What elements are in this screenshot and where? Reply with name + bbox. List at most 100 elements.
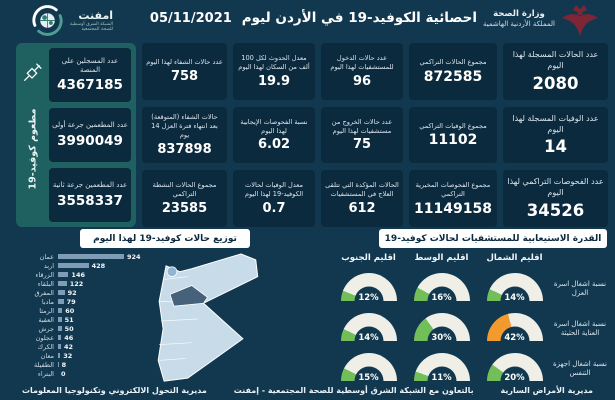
stat-card: معدل الحدوث لكل 100 ألف من السكان لهذا ا… (233, 43, 315, 100)
vaccine-card-label: عدد المطعمين جرعة ثانية (52, 181, 128, 190)
emphnet-sub1: الشبكة الشرق أوسطية (70, 21, 114, 27)
ministry-line1: وزارة الصحة (493, 9, 545, 19)
gauge-cell: 42% (478, 310, 551, 348)
bar-row: الزرقاء 146 (10, 270, 160, 279)
bar-category-label: الرمثا (39, 306, 54, 315)
gauge-cell: 16% (405, 270, 478, 308)
bar-value: 79 (66, 297, 76, 306)
stat-column-rates: معدل الحدوث لكل 100 ألف من السكان لهذا ا… (233, 43, 315, 228)
stat-card-label: عدد الوفيات المسجلة لهذا اليوم (512, 113, 599, 134)
bar-row: الرمثا 60 (10, 306, 160, 315)
bar (58, 262, 89, 269)
emphnet-wordmark: امفنت الشبكة الشرق أوسطية للصحة المجتمعي… (70, 9, 113, 33)
vaccine-side-label: مطعوم كوفيد-19 (27, 108, 39, 190)
bar-category-label: اربد (43, 261, 54, 270)
bar-value: 428 (91, 261, 106, 270)
stat-card-value: 14 (544, 137, 567, 157)
stat-card-label: نسبة الفحوصات الإيجابية لهذا اليوم (240, 117, 308, 135)
stat-card-label: عدد حالات الخروج من مستشفيات لهذا اليوم (331, 117, 393, 135)
governorate-bar-chart: عمان 924 اربد 428 الزرقاء 146 البلقاء 122 المفرق… (10, 252, 160, 378)
bar-value: 50 (64, 324, 74, 333)
gauge: 14% (486, 273, 543, 304)
stat-card-value: 23585 (161, 201, 208, 217)
gauge: 15% (340, 353, 397, 384)
gauge-percent-label: 12% (358, 293, 379, 303)
vaccine-card-value: 3990049 (57, 132, 123, 149)
gauge-cell: 20% (478, 350, 551, 388)
stat-card-value: 837898 (157, 141, 212, 157)
footer-center: بالتعاون مع الشبكة الشرق أوسطية للصحة ال… (233, 386, 474, 395)
bar (58, 361, 59, 368)
stat-card-value: 6.02 (257, 137, 291, 153)
gauge-hole (354, 326, 383, 341)
vaccine-card: عدد المسجلين على المنصة 4367185 (49, 48, 131, 102)
gauge-percent-label: 14% (504, 293, 525, 303)
vaccine-card: عدد المطعمين جرعة ثانية 3558337 (49, 168, 131, 222)
bar-row: الكرك 42 (10, 342, 160, 351)
emphnet-name: امفنت (78, 8, 114, 22)
bar (58, 253, 124, 260)
stat-card-value: 872585 (423, 68, 483, 85)
bar-row: اربد 428 (10, 261, 160, 270)
gauge-cell: 11% (405, 350, 478, 388)
bar (58, 271, 69, 278)
bar-row: البلقاء 122 (10, 279, 160, 288)
jordan-map (157, 253, 259, 382)
stat-card: حالات الشفاء (المتوقعة) بعد انتهاء فترة … (142, 106, 227, 164)
gauge-percent-label: 15% (358, 373, 379, 383)
stat-card: عدد حالات الدخول للمستشفيات لهذا اليوم 96 (321, 43, 403, 100)
stat-column-cumulative: مجموع الحالات التراكمي 872585 مجموع الوفيا… (409, 43, 497, 228)
gauge: 11% (413, 353, 470, 384)
stat-card: عدد حالات الخروج من مستشفيات لهذا اليوم 7… (321, 106, 403, 164)
capacity-row-label: نسبة اشغال اجهزة التنفس (553, 359, 607, 377)
jordan-outline (157, 253, 259, 382)
bar-row: مادبا 79 (10, 297, 160, 306)
bar-category-label: الكرك (37, 342, 54, 351)
gauge-hole (354, 286, 383, 301)
stat-column-today: عدد الحالات المسجلة لهذا اليوم 2080 عدد ال… (503, 43, 608, 228)
bar-row: العقبة 51 (10, 315, 160, 324)
bar-row: عجلون 46 (10, 333, 160, 342)
stat-column-hospital: عدد حالات الدخول للمستشفيات لهذا اليوم 96… (321, 43, 403, 228)
emphnet-globe-icon (32, 5, 63, 36)
stat-card-label: الحالات المؤكدة التي تتلقى العلاج في الم… (325, 181, 399, 199)
bar-category-label: معان (40, 351, 54, 360)
emphnet-sub2: للصحة المجتمعية (81, 27, 114, 33)
gauge-cell: 14% (478, 270, 551, 308)
region-header: اقليم الجنوب (341, 253, 396, 263)
report-header: احصائية الكوفيد-19 في الأردن ليوم 05/11/… (150, 10, 477, 26)
stat-card: مجموع الفحوصات المخبرية التراكمي 11149158 (409, 170, 497, 228)
bar-value: 60 (65, 306, 75, 315)
gauge-hole (427, 286, 456, 301)
ministry-line2: المملكة الأردنية الهاشمية (482, 20, 555, 29)
bar-value: 46 (64, 333, 74, 342)
stat-card: عدد الفحوصات التراكمي لهذا اليوم 34526 (503, 170, 608, 228)
capacity-row-label: نسبة اشغال اسرة العزل (553, 279, 607, 297)
vaccine-card-label: عدد المطعمين جرعة أولى (52, 121, 128, 130)
syringe-icon (24, 63, 42, 81)
bar-value: 8 (61, 360, 67, 369)
bar-value: 32 (63, 351, 73, 360)
stat-card-label: مجموع الوفيات التراكمي (419, 121, 487, 130)
footer: مديرية الأمراض السارية بالتعاون مع الشبك… (0, 386, 615, 395)
amman-governorate-region (169, 285, 208, 307)
stat-card-label: معدل الوفيات لحالات الكوفيد-19 لهذا اليو… (244, 181, 304, 199)
stat-card-label: حالات الشفاء (المتوقعة) بعد انتهاء فترة … (151, 113, 218, 139)
bar-category-label: المفرق (34, 288, 54, 297)
stat-card: نسبة الفحوصات الإيجابية لهذا اليوم 6.02 (233, 106, 315, 164)
stat-card-value: 11102 (428, 132, 478, 149)
bar (58, 280, 67, 287)
gauge: 30% (413, 313, 470, 344)
bar-value: 51 (64, 315, 74, 324)
bar-row: المفرق 92 (10, 288, 160, 297)
bar-row: معان 32 (10, 351, 160, 360)
stat-card: عدد الحالات المسجلة لهذا اليوم 2080 (503, 43, 608, 100)
stat-card-label: مجموع الحالات النشطة التراكمي (152, 181, 217, 199)
stat-card-label: عدد الفحوصات التراكمي لهذا اليوم (507, 177, 604, 198)
gauge-hole (427, 326, 456, 341)
stat-card: مجموع الحالات التراكمي 872585 (409, 43, 497, 100)
vaccine-panel: مطعوم كوفيد-19 عدد المسجلين على المنصة 43… (16, 43, 136, 227)
vaccine-card-value: 4367185 (57, 77, 123, 94)
stat-card-value: 11149158 (414, 200, 492, 217)
stat-card: مجموع الحالات النشطة التراكمي 23585 (142, 170, 227, 228)
